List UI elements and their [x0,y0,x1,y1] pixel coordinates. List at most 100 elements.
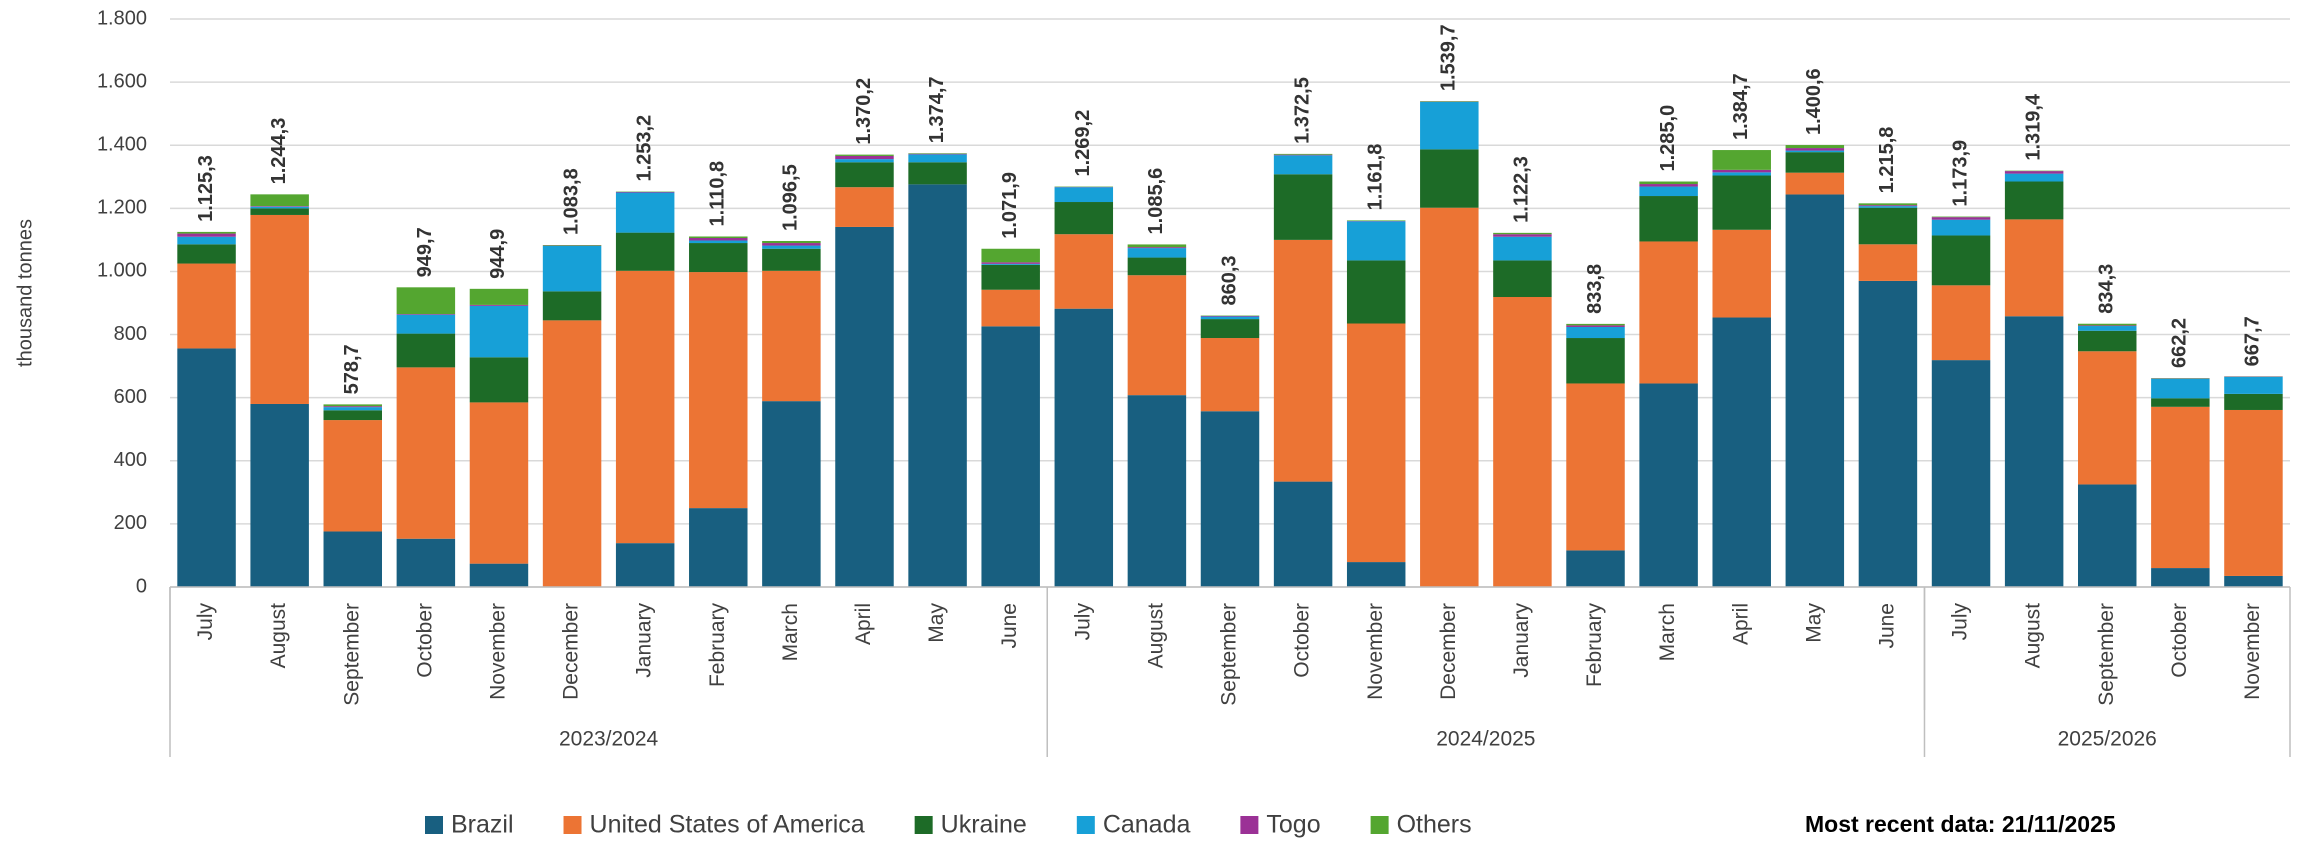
group-label: 2023/2024 [559,728,659,751]
x-tick-label: June [998,603,1021,649]
bar-segment [1931,360,1991,587]
bar-segment [615,191,675,193]
bar-segment [2224,409,2283,576]
bar-segment [469,402,529,564]
bar-segment [323,410,382,421]
bar-segment [1858,207,1918,245]
bar-segment [1127,247,1187,249]
legend-label: United States of America [590,811,865,839]
x-tick-label: September [340,603,363,706]
total-label: 944,9 [487,229,509,279]
total-label: 1.400,6 [1803,68,1825,135]
bar-segment [1712,169,1771,173]
bar-segment [396,287,456,315]
total-label: 1.096,5 [780,164,802,231]
bar-segment [1493,260,1552,298]
bar-segment [2224,575,2283,587]
bar-segment [1639,196,1698,242]
bar-segment [2078,484,2137,587]
bar-segment [2151,398,2210,407]
bar-segment [615,543,675,587]
y-tick-label: 1.800 [97,7,147,29]
x-tick-label: August [1144,603,1167,669]
x-tick-label: August [2022,603,2045,669]
bar-segment [542,245,602,246]
total-label: 1.071,9 [999,172,1021,239]
bar-segment [1931,217,1991,220]
bar-segment [250,208,309,215]
bar-segment [1639,241,1698,384]
bar-segment [1785,152,1845,173]
total-label: 1.122,3 [1511,156,1533,223]
x-tick-label: January [1510,603,1533,678]
bar-segment [981,263,1040,265]
bar-segment [2078,330,2137,352]
total-label: 1.215,8 [1876,127,1898,194]
bar-segment [396,538,456,587]
bar-segment [323,406,382,408]
bar-segment [2151,378,2210,399]
bar-segment [908,153,967,154]
bar-segment [762,240,821,244]
legend-swatch [1240,816,1259,834]
y-tick-label: 1.000 [97,260,147,282]
x-tick-label: July [194,603,217,641]
bar-segment [2004,219,2064,317]
bar-segment [1931,216,1991,218]
bar-segment [1785,148,1845,151]
x-tick-label: November [487,603,510,700]
bar-segment [469,304,529,306]
x-tick-label: October [2168,603,2191,678]
y-tick-label: 1.600 [97,70,147,92]
bar-segment [542,320,602,587]
bar-segment [1346,221,1406,261]
bar-segment [1712,175,1771,230]
bar-segment [762,248,821,271]
bar-segment [1273,239,1333,482]
bar-segment [835,226,894,587]
bar-segment [1785,150,1845,153]
total-label: 949,7 [414,227,436,277]
total-label: 1.110,8 [707,161,729,227]
bar-segment [2078,326,2137,331]
y-tick-label: 400 [114,449,147,471]
bar-segment [177,231,236,234]
bar-segment [981,326,1040,587]
total-label: 1.253,2 [633,115,655,182]
bar-segment [1566,550,1625,587]
bar-segment [2151,406,2210,569]
bar-segment [1858,206,1918,208]
x-tick-label: February [1583,603,1606,688]
bar-segment [1273,481,1333,587]
bar-segment [1346,562,1406,587]
bar-segment [835,155,894,160]
bar-segment [177,263,236,349]
bar-segment [1858,280,1918,587]
y-axis-label: thousand tonnes [14,219,36,367]
legend-swatch [1076,816,1095,834]
x-tick-label: March [1656,603,1679,661]
x-tick-label: October [1291,603,1314,678]
x-tick-label: November [2241,603,2264,700]
total-label: 834,3 [2096,264,2118,314]
x-tick-label: July [1949,603,1972,641]
bar-segment [1858,203,1918,206]
bar-segment [762,245,821,249]
y-tick-label: 600 [114,386,147,408]
bar-segment [835,162,894,188]
x-tick-label: December [560,603,583,700]
bar-segment [469,357,529,403]
legend-swatch [425,816,443,834]
total-label: 1.370,2 [853,78,875,145]
y-tick-label: 0 [136,575,147,597]
bar-segment [2004,171,2064,174]
x-tick-label: December [1437,603,1460,700]
total-label: 1.319,4 [2022,93,2044,161]
bar-segment [542,245,602,292]
bar-segment [615,270,675,544]
x-tick-label: July [1071,603,1094,641]
bar-segment [2078,351,2137,485]
bar-segment [689,272,748,509]
bar-segment [469,288,529,305]
